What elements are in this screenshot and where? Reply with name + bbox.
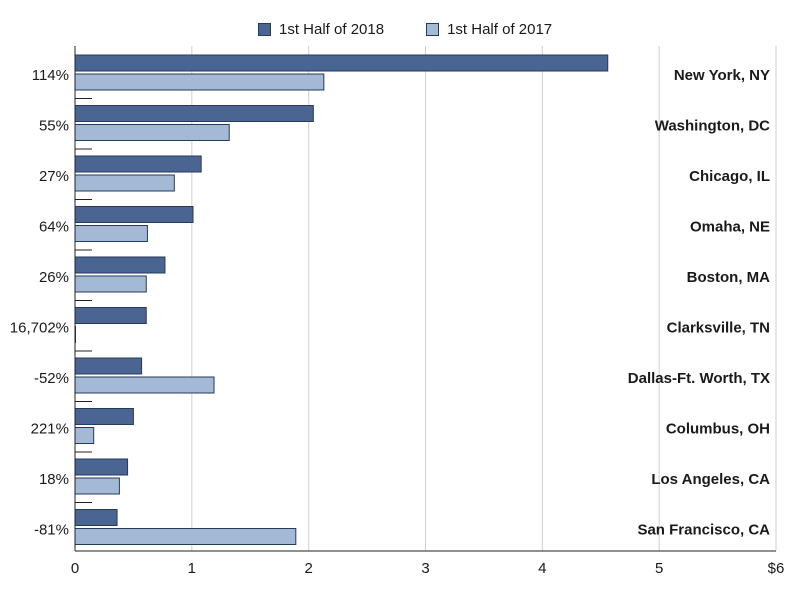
bar-2017 bbox=[74, 73, 325, 91]
category-label: Washington, DC bbox=[655, 118, 770, 135]
category-label: Chicago, IL bbox=[689, 168, 770, 185]
bar-2018 bbox=[74, 509, 118, 526]
bar-2018 bbox=[74, 357, 143, 375]
legend-label-2018: 1st Half of 2018 bbox=[279, 21, 385, 38]
bar-2018 bbox=[74, 307, 147, 324]
bar-2017 bbox=[74, 376, 215, 394]
category-label: Omaha, NE bbox=[690, 219, 770, 236]
change-label: 27% bbox=[39, 168, 69, 185]
legend-item-2018: 1st Half of 2018 bbox=[258, 21, 384, 38]
x-tick-label: 3 bbox=[421, 560, 429, 577]
bar-2018 bbox=[74, 206, 194, 223]
change-label: 16,702% bbox=[10, 320, 69, 337]
change-label: 55% bbox=[39, 118, 69, 135]
legend-swatch-2018 bbox=[258, 23, 271, 36]
legend-swatch-2017 bbox=[426, 23, 440, 36]
legend: 1st Half of 2018 1st Half of 2017 bbox=[258, 21, 552, 38]
change-label: 64% bbox=[39, 219, 69, 236]
category-label: Columbus, OH bbox=[666, 421, 770, 438]
change-label: 18% bbox=[39, 471, 69, 488]
change-label: -81% bbox=[34, 522, 69, 539]
bar-2017 bbox=[74, 275, 147, 293]
category-label: Dallas-Ft. Worth, TX bbox=[628, 370, 770, 387]
bar-2017 bbox=[74, 427, 95, 444]
change-label: 26% bbox=[39, 269, 69, 286]
x-tick-label: 0 bbox=[71, 560, 79, 577]
bar-2018 bbox=[74, 155, 202, 173]
category-label: San Francisco, CA bbox=[637, 522, 770, 539]
bar-2018 bbox=[74, 458, 129, 476]
bar-2017 bbox=[74, 174, 175, 192]
bar-2017 bbox=[74, 528, 297, 545]
x-tick-label: $6 bbox=[768, 560, 785, 577]
legend-item-2017: 1st Half of 2017 bbox=[426, 21, 552, 38]
x-tick-label: 4 bbox=[538, 560, 546, 577]
change-label: 114% bbox=[32, 67, 69, 84]
x-tick-label: 2 bbox=[304, 560, 312, 577]
bar-2017 bbox=[74, 124, 230, 141]
x-tick-label: 5 bbox=[655, 560, 663, 577]
change-label: -52% bbox=[34, 370, 69, 387]
change-label: 221% bbox=[31, 421, 69, 438]
category-label: New York, NY bbox=[674, 67, 770, 84]
bar-2018 bbox=[74, 105, 314, 122]
category-label: Clarksville, TN bbox=[667, 320, 770, 337]
bar-2017 bbox=[74, 225, 148, 242]
legend-label-2017: 1st Half of 2017 bbox=[447, 21, 553, 38]
bar-2018 bbox=[74, 54, 609, 72]
bar-2017 bbox=[74, 477, 120, 495]
category-label: Los Angeles, CA bbox=[651, 471, 770, 488]
bar-2018 bbox=[74, 408, 134, 425]
category-label: Boston, MA bbox=[687, 269, 770, 286]
x-tick-label: 1 bbox=[188, 560, 196, 577]
bar-2018 bbox=[74, 256, 166, 274]
